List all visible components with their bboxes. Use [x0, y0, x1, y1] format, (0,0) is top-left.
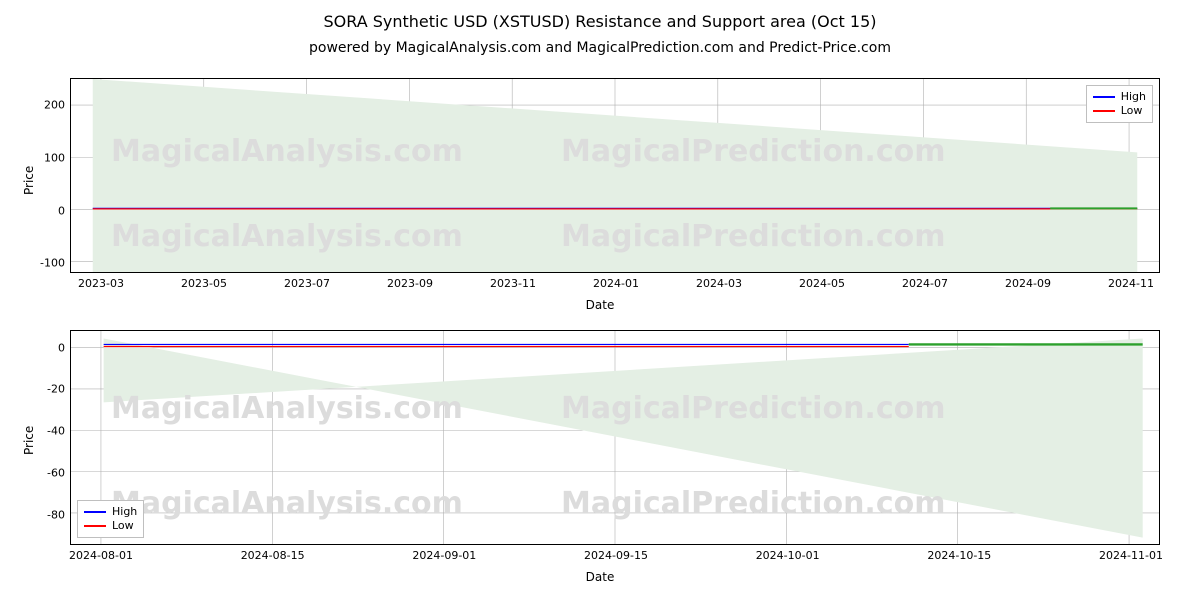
xlabel-bottom: Date: [0, 570, 1200, 584]
chart-bottom-svg: [71, 331, 1159, 544]
xtick: 2024-10-15: [927, 549, 991, 562]
ylabel-bottom: Price: [22, 426, 36, 455]
legend-top: High Low: [1086, 85, 1153, 123]
main-title: SORA Synthetic USD (XSTUSD) Resistance a…: [0, 12, 1200, 31]
legend-swatch-low-b: [84, 525, 106, 527]
xtick: 2024-03: [696, 277, 742, 290]
ytick: 0: [58, 341, 71, 354]
ytick: -60: [47, 466, 71, 479]
legend-label-low-b: Low: [112, 519, 134, 533]
xtick: 2024-09: [1005, 277, 1051, 290]
xtick: 2024-09-15: [584, 549, 648, 562]
ytick: 200: [44, 99, 71, 112]
ytick: -20: [47, 383, 71, 396]
subtitle: powered by MagicalAnalysis.com and Magic…: [0, 40, 1200, 56]
legend-item-high: High: [1093, 90, 1146, 104]
chart-top: MagicalAnalysis.com MagicalPrediction.co…: [70, 78, 1160, 273]
xlabel-top: Date: [0, 298, 1200, 312]
xtick: 2024-11: [1108, 277, 1154, 290]
legend-bottom: High Low: [77, 500, 144, 538]
legend-label-high-b: High: [112, 505, 137, 519]
ytick: -40: [47, 425, 71, 438]
xtick: 2024-07: [902, 277, 948, 290]
xtick: 2024-11-01: [1099, 549, 1163, 562]
xtick: 2023-03: [78, 277, 124, 290]
legend-item-low-b: Low: [84, 519, 137, 533]
legend-label-high: High: [1121, 90, 1146, 104]
ytick: -80: [47, 508, 71, 521]
xtick: 2023-11: [490, 277, 536, 290]
legend-swatch-low: [1093, 110, 1115, 112]
legend-swatch-high: [1093, 96, 1115, 98]
xtick: 2024-05: [799, 277, 845, 290]
xtick: 2023-07: [284, 277, 330, 290]
xtick: 2024-01: [593, 277, 639, 290]
chart-top-svg: [71, 79, 1159, 272]
chart-page: SORA Synthetic USD (XSTUSD) Resistance a…: [0, 0, 1200, 600]
legend-label-low: Low: [1121, 104, 1143, 118]
xtick: 2024-09-01: [412, 549, 476, 562]
ytick: -100: [40, 257, 71, 270]
xtick: 2023-09: [387, 277, 433, 290]
legend-swatch-high-b: [84, 511, 106, 513]
xtick: 2024-08-01: [69, 549, 133, 562]
ytick: 0: [58, 204, 71, 217]
ylabel-top: Price: [22, 166, 36, 195]
ytick: 100: [44, 152, 71, 165]
xtick: 2024-10-01: [756, 549, 820, 562]
legend-item-low: Low: [1093, 104, 1146, 118]
chart-bottom: MagicalAnalysis.com MagicalPrediction.co…: [70, 330, 1160, 545]
xtick: 2024-08-15: [241, 549, 305, 562]
legend-item-high-b: High: [84, 505, 137, 519]
xtick: 2023-05: [181, 277, 227, 290]
